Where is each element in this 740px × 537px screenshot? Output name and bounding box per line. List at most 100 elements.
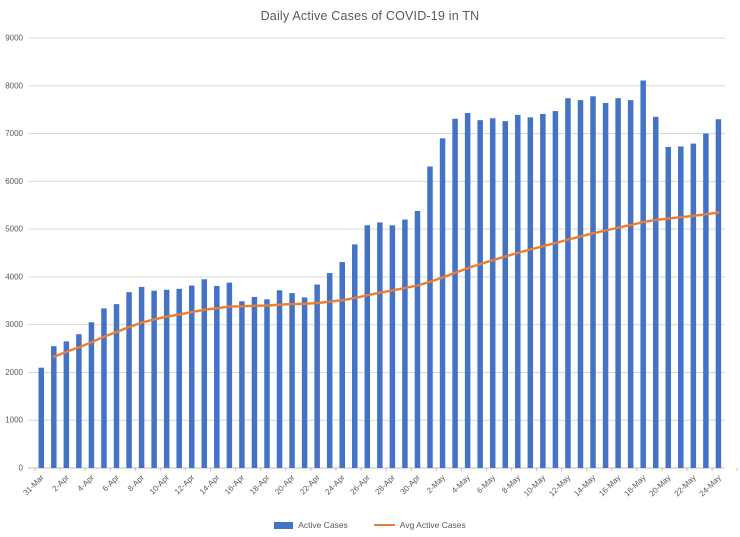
x-axis-tick-label: 4-Apr bbox=[76, 473, 96, 493]
bar[interactable] bbox=[126, 292, 132, 468]
legend-label-avg-active-cases: Avg Active Cases bbox=[399, 520, 466, 530]
bar[interactable] bbox=[176, 288, 182, 468]
bar[interactable] bbox=[264, 299, 270, 468]
bar[interactable] bbox=[515, 114, 521, 468]
bar[interactable] bbox=[138, 286, 145, 468]
x-axis-tick-label: 6-May bbox=[475, 473, 497, 495]
y-axis-tick-label: 4000 bbox=[5, 272, 23, 281]
bar[interactable] bbox=[151, 290, 157, 468]
bar[interactable] bbox=[690, 143, 697, 469]
bar[interactable] bbox=[678, 146, 684, 468]
bar[interactable] bbox=[352, 244, 358, 468]
bar[interactable] bbox=[427, 166, 433, 468]
legend-item-avg-active-cases[interactable]: Avg Active Cases bbox=[373, 520, 466, 530]
bar[interactable] bbox=[226, 282, 233, 468]
bar[interactable] bbox=[377, 222, 383, 468]
bar[interactable] bbox=[339, 262, 345, 468]
bar[interactable] bbox=[502, 121, 509, 468]
x-axis-tick-label: 20-Apr bbox=[273, 473, 297, 497]
x-axis-tick-label: 18-Apr bbox=[248, 473, 272, 497]
bar[interactable] bbox=[364, 225, 371, 468]
x-axis-tick-label: 24-May bbox=[698, 473, 723, 498]
bar[interactable] bbox=[276, 290, 283, 468]
x-axis-tick-label: 4-May bbox=[450, 473, 472, 495]
x-axis-tick-label: 16-May bbox=[597, 473, 622, 498]
line-series-swatch-icon bbox=[373, 523, 395, 527]
avg-line[interactable] bbox=[52, 211, 720, 359]
x-axis-tick-label: 31-Mar bbox=[21, 473, 46, 498]
x-axis-tick-label: 20-May bbox=[647, 473, 672, 498]
bar[interactable] bbox=[540, 113, 546, 468]
bar[interactable] bbox=[414, 210, 421, 468]
x-axis-tick-label: 2-Apr bbox=[51, 473, 71, 493]
bar[interactable] bbox=[76, 334, 82, 468]
bar[interactable] bbox=[63, 341, 70, 468]
y-axis-tick-label: 8000 bbox=[5, 81, 23, 90]
bar[interactable] bbox=[565, 98, 571, 468]
y-axis-tick-label: 2000 bbox=[5, 368, 23, 377]
bar[interactable] bbox=[163, 289, 170, 468]
bar[interactable] bbox=[715, 119, 722, 468]
bar[interactable] bbox=[289, 293, 295, 468]
bar[interactable] bbox=[439, 138, 446, 469]
legend-item-active-cases[interactable]: Active Cases bbox=[274, 520, 348, 530]
x-axis-tick-label: 14-May bbox=[572, 473, 597, 498]
x-axis-tick-label: 6-Apr bbox=[101, 473, 121, 493]
bar[interactable] bbox=[38, 367, 45, 468]
bar[interactable] bbox=[201, 279, 208, 468]
bar[interactable] bbox=[602, 102, 609, 468]
x-axis-tick-label: 22-Apr bbox=[298, 473, 322, 497]
bar[interactable] bbox=[314, 284, 320, 468]
x-axis-tick-label: 28-Apr bbox=[373, 473, 397, 497]
legend-label-active-cases: Active Cases bbox=[298, 520, 348, 530]
chart-title: Daily Active Cases of COVID-19 in TN bbox=[260, 9, 480, 23]
bar[interactable] bbox=[101, 308, 107, 468]
bar[interactable] bbox=[652, 116, 659, 468]
x-axis-tick-label: 8-May bbox=[500, 473, 522, 495]
bar[interactable] bbox=[464, 113, 471, 468]
y-axis-tick-label: 3000 bbox=[5, 320, 23, 329]
bar[interactable] bbox=[301, 297, 308, 468]
bar[interactable] bbox=[477, 120, 483, 468]
legend: Active Cases Avg Active Cases bbox=[0, 520, 740, 530]
bar-series-swatch-icon bbox=[274, 521, 294, 529]
bar[interactable] bbox=[251, 296, 258, 468]
bar[interactable] bbox=[590, 96, 596, 469]
bar[interactable] bbox=[326, 273, 333, 468]
bar[interactable] bbox=[489, 118, 496, 469]
bar[interactable] bbox=[51, 346, 57, 468]
bar[interactable] bbox=[239, 301, 245, 468]
x-axis-tick-label: 26-Apr bbox=[348, 473, 372, 497]
x-axis-tick-label: 14-Apr bbox=[198, 473, 222, 497]
bar[interactable] bbox=[703, 133, 709, 469]
y-axis-tick-label: 7000 bbox=[5, 129, 23, 138]
bar[interactable] bbox=[389, 225, 396, 468]
bar[interactable] bbox=[615, 98, 621, 468]
y-axis-tick-label: 0 bbox=[19, 464, 24, 473]
x-axis-tick-label: 10-Apr bbox=[148, 473, 172, 497]
bar[interactable] bbox=[527, 117, 534, 469]
y-axis-tick-label: 5000 bbox=[5, 225, 23, 234]
bar[interactable] bbox=[214, 285, 220, 468]
bar[interactable] bbox=[113, 304, 120, 468]
bar[interactable] bbox=[552, 111, 559, 468]
bar[interactable] bbox=[640, 80, 646, 469]
y-axis-tick-label: 1000 bbox=[5, 416, 23, 425]
x-axis-tick-label: 30-Apr bbox=[399, 473, 423, 497]
bar[interactable] bbox=[577, 100, 584, 468]
bar[interactable] bbox=[189, 285, 195, 468]
bar[interactable] bbox=[665, 146, 672, 468]
x-axis-tick-label: 10-May bbox=[522, 473, 547, 498]
bar[interactable] bbox=[452, 118, 458, 468]
bar[interactable] bbox=[627, 100, 634, 468]
y-axis-tick-label: 6000 bbox=[5, 177, 23, 186]
x-axis-tick-label: 12-Apr bbox=[173, 473, 197, 497]
y-axis-tick-label: 9000 bbox=[5, 34, 23, 43]
x-axis-tick-label: 18-May bbox=[622, 473, 647, 498]
x-axis-tick-label: 8-Apr bbox=[126, 473, 146, 493]
bar[interactable] bbox=[402, 219, 408, 468]
bar[interactable] bbox=[88, 322, 95, 468]
x-axis-tick-label: 12-May bbox=[547, 473, 572, 498]
